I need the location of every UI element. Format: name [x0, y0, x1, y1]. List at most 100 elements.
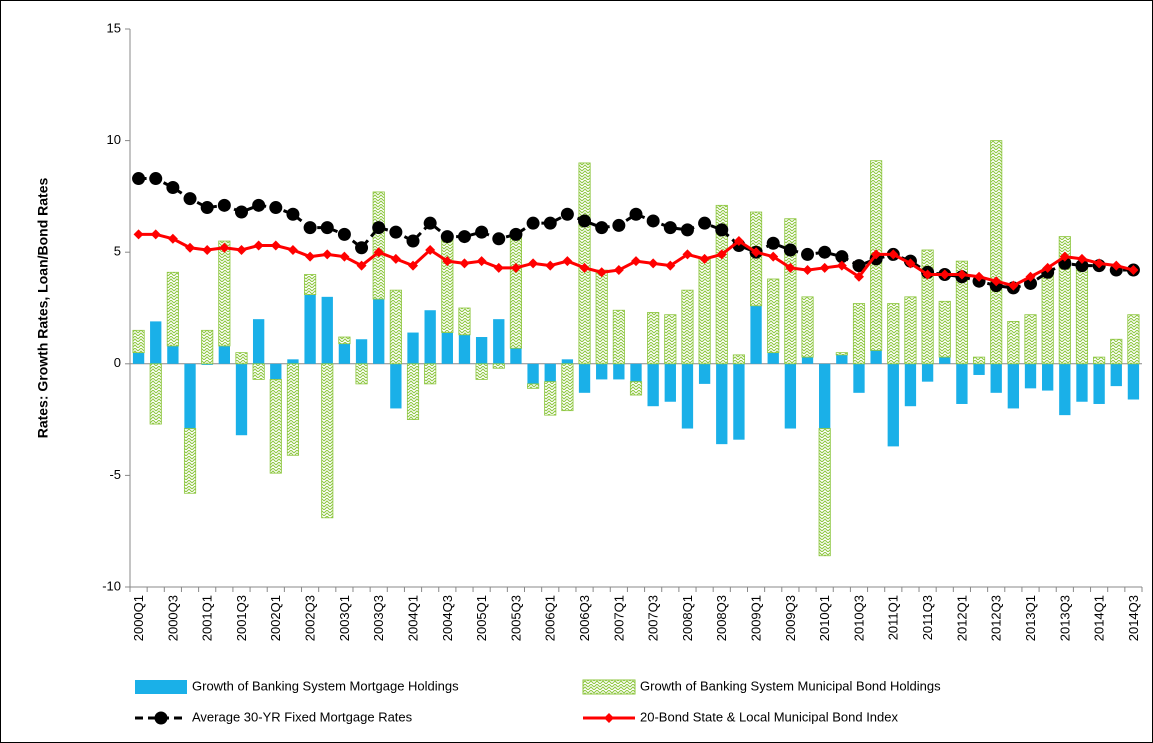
marker: [149, 172, 163, 186]
marker: [785, 262, 796, 273]
x-tick-label: 2013Q1: [1023, 595, 1038, 641]
bar: [887, 303, 900, 365]
bar: [1059, 363, 1071, 416]
bar: [1041, 271, 1054, 365]
marker: [528, 258, 539, 269]
bar: [921, 363, 934, 382]
marker: [665, 260, 676, 271]
marker: [252, 198, 266, 212]
x-tick-label: 2002Q1: [268, 595, 283, 641]
marker: [956, 269, 967, 280]
marker: [425, 244, 436, 255]
bar: [201, 363, 213, 365]
legend-swatch: [582, 679, 636, 695]
bar: [801, 296, 814, 358]
legend-swatch: [135, 680, 187, 694]
bar: [167, 345, 179, 364]
bar: [492, 363, 505, 369]
marker: [406, 234, 420, 248]
bar: [218, 240, 231, 347]
marker: [578, 214, 592, 228]
bar: [321, 363, 334, 519]
bar: [269, 379, 282, 474]
bar: [767, 278, 780, 354]
x-tick-label: 2014Q3: [1126, 595, 1141, 641]
marker: [939, 269, 950, 280]
marker: [819, 262, 830, 273]
bar: [424, 310, 436, 364]
legend-label: Growth of Banking System Mortgage Holdin…: [192, 678, 459, 693]
marker: [802, 265, 813, 276]
x-tick-label: 2003Q3: [371, 595, 386, 641]
x-tick-label: 2010Q3: [851, 595, 866, 641]
x-tick-label: 2008Q1: [680, 595, 695, 641]
bar: [939, 357, 951, 364]
bar: [801, 357, 814, 364]
bar: [372, 191, 385, 300]
bar: [1093, 356, 1106, 365]
x-tick-label: 2012Q3: [989, 595, 1004, 641]
marker: [715, 223, 729, 237]
bar: [201, 329, 214, 365]
bar: [527, 383, 540, 389]
bar: [561, 363, 574, 412]
marker: [1008, 280, 1019, 291]
bar: [510, 348, 522, 364]
bar: [750, 211, 763, 307]
marker: [698, 216, 712, 230]
bar: [1093, 363, 1105, 404]
bar: [389, 289, 402, 365]
bar: [613, 363, 625, 380]
bar: [235, 363, 248, 436]
marker: [1076, 253, 1087, 264]
marker: [1024, 276, 1038, 290]
x-tick-label: 2005Q1: [474, 595, 489, 641]
y-tick-label: -10: [102, 578, 121, 593]
marker: [716, 249, 727, 260]
y-tick-label: -5: [109, 467, 121, 482]
bar: [338, 336, 351, 345]
bar: [818, 428, 831, 557]
legend-label: Average 30-YR Fixed Mortgage Rates: [192, 709, 413, 724]
marker: [217, 198, 231, 212]
bar: [544, 363, 556, 382]
marker: [356, 260, 367, 271]
bar: [355, 339, 368, 364]
marker: [818, 245, 832, 259]
marker: [596, 267, 607, 278]
bar: [784, 363, 797, 429]
legend-label: Growth of Banking System Municipal Bond …: [640, 678, 941, 693]
marker: [545, 260, 556, 271]
bar: [235, 352, 248, 365]
bar: [732, 354, 745, 365]
marker: [783, 243, 797, 257]
x-tick-label: 2006Q1: [543, 595, 558, 641]
marker: [699, 253, 710, 264]
marker: [423, 216, 437, 230]
marker: [766, 236, 780, 250]
bar: [1024, 363, 1037, 389]
bar: [904, 296, 917, 365]
bar: [1110, 363, 1122, 387]
bar: [784, 218, 797, 365]
marker: [457, 230, 471, 244]
marker: [287, 244, 298, 255]
x-tick-label: 2000Q3: [165, 595, 180, 641]
marker: [322, 249, 333, 260]
bar: [304, 274, 317, 296]
bar: [887, 363, 899, 447]
bar: [595, 269, 608, 365]
bar: [715, 204, 728, 365]
bar: [630, 363, 642, 382]
bar: [664, 314, 677, 365]
marker: [991, 276, 1002, 287]
marker: [440, 230, 454, 244]
bar: [973, 363, 985, 375]
marker: [270, 240, 281, 251]
marker: [320, 221, 334, 235]
bar: [1127, 314, 1140, 365]
bar: [149, 363, 162, 425]
bar: [1127, 363, 1140, 400]
marker: [835, 250, 849, 264]
x-tick-label: 2009Q1: [749, 595, 764, 641]
